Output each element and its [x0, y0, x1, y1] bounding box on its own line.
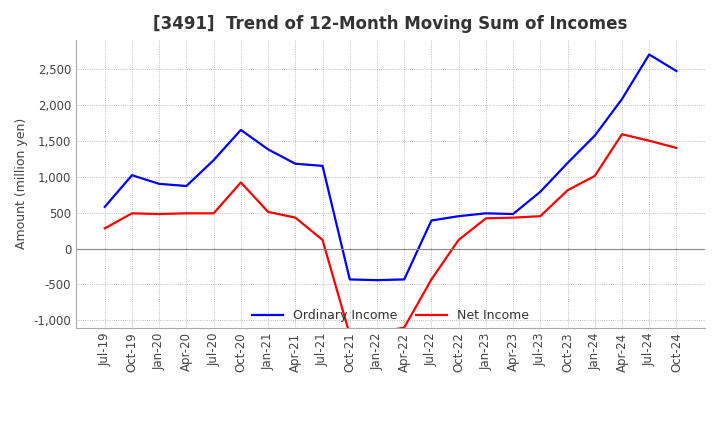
Net Income — [563, 188, 572, 193]
Ordinary Income — [182, 183, 191, 189]
Net Income — [291, 215, 300, 220]
Ordinary Income — [210, 158, 218, 163]
Ordinary Income — [346, 277, 354, 282]
Ordinary Income — [645, 52, 654, 57]
Net Income — [590, 173, 599, 179]
Ordinary Income — [127, 172, 136, 178]
Y-axis label: Amount (million yen): Amount (million yen) — [15, 118, 28, 249]
Net Income — [645, 138, 654, 143]
Net Income — [182, 211, 191, 216]
Title: [3491]  Trend of 12-Month Moving Sum of Incomes: [3491] Trend of 12-Month Moving Sum of I… — [153, 15, 628, 33]
Net Income — [373, 330, 382, 335]
Net Income — [318, 237, 327, 242]
Ordinary Income — [454, 213, 463, 219]
Net Income — [346, 332, 354, 337]
Net Income — [509, 215, 518, 220]
Net Income — [618, 132, 626, 137]
Ordinary Income — [264, 147, 272, 152]
Ordinary Income — [563, 160, 572, 165]
Net Income — [210, 211, 218, 216]
Net Income — [672, 145, 680, 150]
Net Income — [264, 209, 272, 215]
Net Income — [127, 211, 136, 216]
Net Income — [454, 237, 463, 242]
Ordinary Income — [509, 211, 518, 216]
Ordinary Income — [482, 211, 490, 216]
Ordinary Income — [155, 181, 163, 187]
Ordinary Income — [400, 277, 408, 282]
Net Income — [427, 277, 436, 282]
Ordinary Income — [618, 96, 626, 102]
Line: Net Income: Net Income — [104, 134, 676, 335]
Net Income — [100, 226, 109, 231]
Ordinary Income — [536, 189, 544, 194]
Line: Ordinary Income: Ordinary Income — [104, 55, 676, 280]
Ordinary Income — [237, 127, 246, 132]
Ordinary Income — [100, 204, 109, 209]
Ordinary Income — [318, 163, 327, 169]
Net Income — [237, 180, 246, 185]
Net Income — [536, 213, 544, 219]
Legend: Ordinary Income, Net Income: Ordinary Income, Net Income — [247, 304, 534, 327]
Net Income — [155, 211, 163, 216]
Net Income — [400, 325, 408, 330]
Ordinary Income — [672, 68, 680, 73]
Ordinary Income — [291, 161, 300, 166]
Ordinary Income — [373, 278, 382, 283]
Ordinary Income — [590, 133, 599, 138]
Net Income — [482, 216, 490, 221]
Ordinary Income — [427, 218, 436, 223]
